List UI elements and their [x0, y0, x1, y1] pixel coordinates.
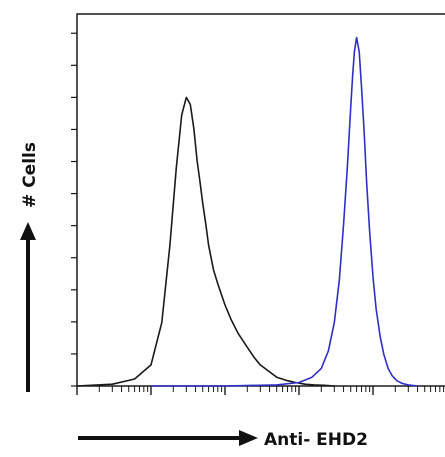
series-layer — [76, 36, 418, 387]
y-axis-arrow — [20, 222, 36, 392]
x-axis-label: Anti- EHD2 — [264, 430, 368, 450]
x-axis-arrow — [78, 430, 258, 446]
plot-frame — [76, 13, 445, 387]
x-axis-ticks — [76, 386, 445, 395]
series-line-sample — [151, 36, 418, 387]
y-axis-label: # Cells — [20, 142, 40, 208]
series-line-control — [76, 96, 335, 387]
y-axis-ticks — [71, 32, 77, 387]
